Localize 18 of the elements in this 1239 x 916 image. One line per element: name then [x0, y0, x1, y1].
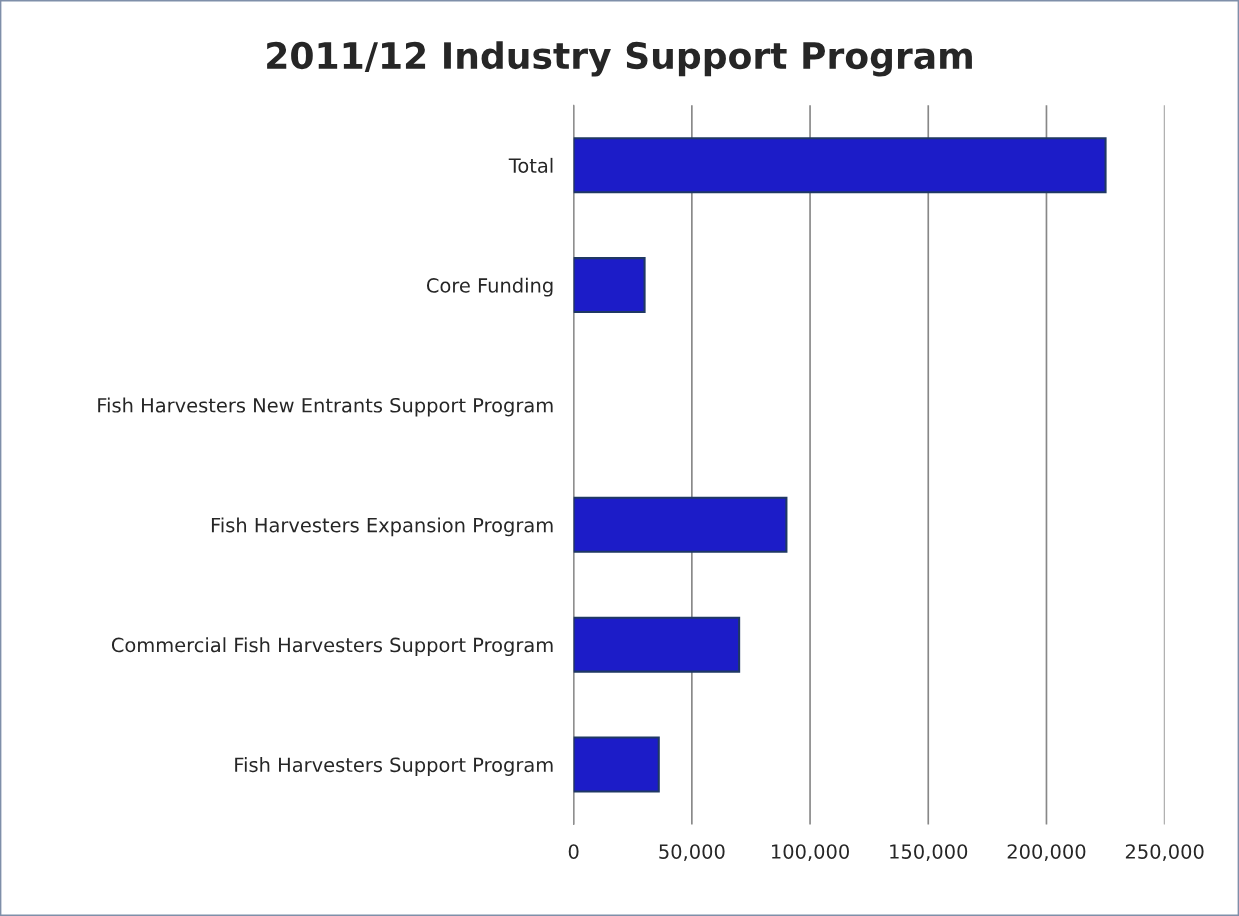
bar [573, 736, 660, 793]
y-tick-label: Fish Harvesters New Entrants Support Program [98, 397, 553, 417]
bar [573, 616, 741, 673]
x-tick-label: 200,000 [1007, 844, 1086, 861]
x-tick-label: 0 [568, 844, 579, 859]
y-tick-label: Commercial Fish Harvesters Support Program [111, 637, 553, 657]
bar [573, 496, 788, 553]
bar [573, 257, 646, 314]
x-tick-label: 100,000 [771, 844, 849, 861]
y-tick-label: Fish Harvesters Support Program [235, 757, 553, 776]
y-tick-label: Core Funding [426, 277, 553, 297]
x-tick-label: 150,000 [890, 844, 968, 861]
y-tick-label: Total [508, 157, 553, 173]
bar [573, 137, 1107, 194]
y-tick-label: Fish Harvesters Expansion Program [211, 517, 553, 537]
x-tick-label: 50,000 [659, 844, 725, 861]
chart-title: 2011/12 Industry Support Program [267, 41, 972, 77]
x-tick-label: 250,000 [1125, 844, 1204, 861]
